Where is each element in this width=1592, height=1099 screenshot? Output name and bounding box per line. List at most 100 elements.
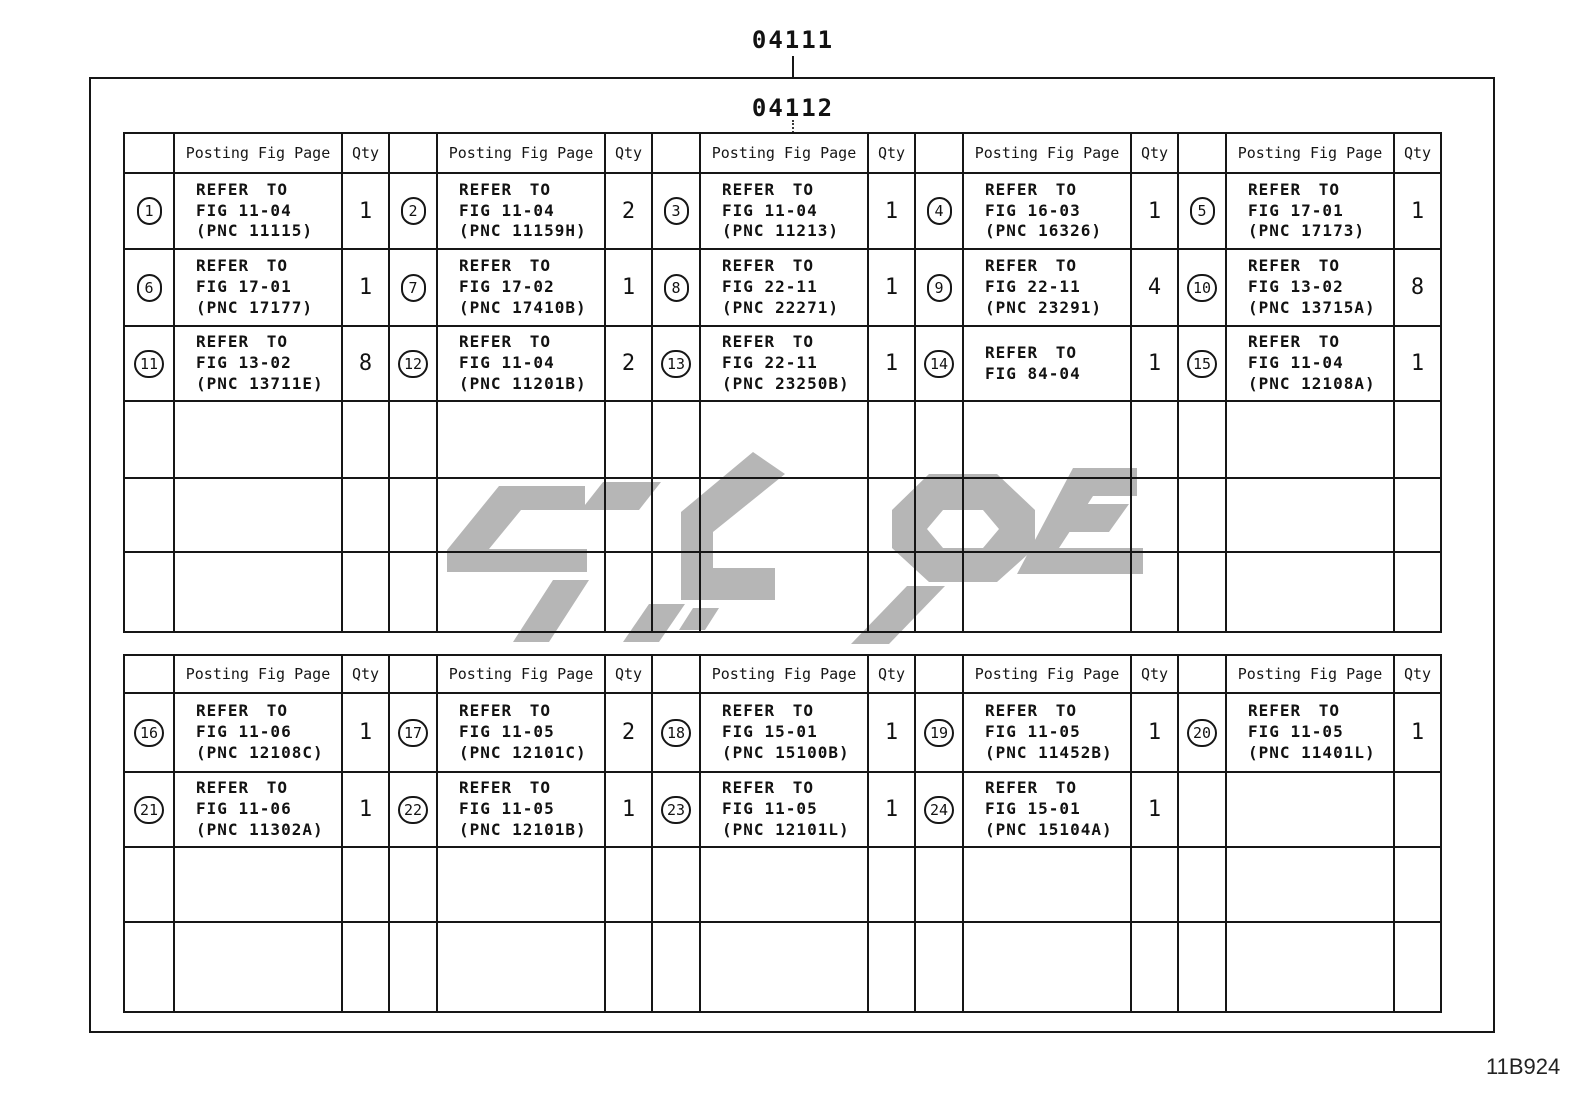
- empty-cell: [914, 400, 962, 477]
- header-corner-cell: [1177, 656, 1225, 692]
- header-posting-label: Posting Fig Page: [974, 665, 1120, 683]
- empty-cell: [1177, 477, 1225, 551]
- posting-ref-cell: REFER TO FIG 17-01 (PNC 17173): [1225, 172, 1393, 248]
- header-corner-cell: [388, 656, 436, 692]
- empty-cell: [1225, 400, 1393, 477]
- item-number-badge: 15: [1186, 349, 1218, 378]
- empty-cell: [962, 921, 1130, 1011]
- empty-cell: [1393, 921, 1440, 1011]
- header-qty: Qty: [1130, 134, 1177, 172]
- fig-ref-text: FIG 11-05: [459, 799, 555, 819]
- empty-cell: [604, 477, 651, 551]
- qty-cell: 2: [604, 692, 651, 771]
- header-corner-cell: [651, 134, 699, 172]
- header-posting-label: Posting Fig Page: [185, 144, 331, 162]
- header-qty-label: Qty: [1403, 665, 1432, 683]
- header-posting-fig-page: Posting Fig Page: [1225, 656, 1393, 692]
- pnc-text: (PNC 13715A): [1248, 297, 1376, 317]
- item-number-cell: 18: [651, 692, 699, 771]
- qty-value: 1: [884, 797, 899, 822]
- refer-to-text: REFER TO: [196, 332, 289, 352]
- refer-to-text: REFER TO: [1248, 701, 1341, 721]
- empty-cell: [867, 400, 914, 477]
- item-number-cell: 24: [914, 771, 962, 846]
- empty-cell: [914, 846, 962, 921]
- header-corner-cell: [651, 656, 699, 692]
- posting-ref-cell: REFER TO FIG 22-11 (PNC 22271): [699, 248, 867, 325]
- refer-to-text: REFER TO: [196, 701, 289, 721]
- refer-to-text: REFER TO: [1248, 256, 1341, 276]
- empty-cell: [1177, 846, 1225, 921]
- header-posting-label: Posting Fig Page: [1237, 144, 1383, 162]
- empty-cell: [388, 846, 436, 921]
- empty-cell: [173, 846, 341, 921]
- header-qty-label: Qty: [351, 665, 380, 683]
- posting-ref-cell: REFER TO FIG 13-02 (PNC 13711E): [173, 325, 341, 400]
- posting-ref-cell: REFER TO FIG 11-05 (PNC 12101C): [436, 692, 604, 771]
- refer-to-text: REFER TO: [459, 701, 552, 721]
- qty-cell: 1: [1393, 692, 1440, 771]
- empty-cell: [1225, 846, 1393, 921]
- pnc-text: (PNC 11159H): [459, 221, 587, 241]
- posting-ref-cell: REFER TO FIG 15-01 (PNC 15104A): [962, 771, 1130, 846]
- pnc-text: (PNC 13711E): [196, 373, 324, 393]
- refer-to-text: REFER TO: [722, 179, 815, 199]
- refer-to-text: REFER TO: [722, 778, 815, 798]
- header-corner-cell: [125, 134, 173, 172]
- header-posting-label: Posting Fig Page: [185, 665, 331, 683]
- posting-table-lower: Posting Fig Page Qty Posting Fig Page Qty Po…: [123, 654, 1442, 1013]
- header-posting-label: Posting Fig Page: [974, 144, 1120, 162]
- refer-to-text: REFER TO: [459, 256, 552, 276]
- qty-value: 1: [884, 720, 899, 745]
- qty-value: 1: [358, 797, 373, 822]
- pnc-text: (PNC 23250B): [722, 373, 850, 393]
- empty-cell: [962, 846, 1130, 921]
- posting-ref-cell: REFER TO FIG 11-05 (PNC 12101L): [699, 771, 867, 846]
- item-number-cell: 6: [125, 248, 173, 325]
- empty-cell: [125, 477, 173, 551]
- header-qty-label: Qty: [877, 665, 906, 683]
- refer-to-text: REFER TO: [1248, 179, 1341, 199]
- empty-cell: [1177, 551, 1225, 631]
- item-number-badge: 16: [133, 718, 165, 747]
- empty-cell: [914, 921, 962, 1011]
- qty-cell: 1: [1393, 325, 1440, 400]
- empty-cell: [1393, 846, 1440, 921]
- item-number-badge: 3: [663, 197, 689, 225]
- qty-value: 1: [358, 720, 373, 745]
- qty-cell: 1: [1393, 172, 1440, 248]
- empty-cell: [962, 400, 1130, 477]
- header-corner-cell: [1177, 134, 1225, 172]
- qty-cell: 1: [867, 325, 914, 400]
- header-qty: Qty: [1130, 656, 1177, 692]
- empty-cell: [962, 477, 1130, 551]
- refer-to-text: REFER TO: [985, 179, 1078, 199]
- empty-cell: [341, 846, 388, 921]
- empty-cell: [651, 477, 699, 551]
- header-qty: Qty: [341, 656, 388, 692]
- empty-cell: [436, 400, 604, 477]
- header-qty-label: Qty: [1140, 144, 1169, 162]
- header-posting-fig-page: Posting Fig Page: [962, 134, 1130, 172]
- item-number-cell: 8: [651, 248, 699, 325]
- header-qty-label: Qty: [1140, 665, 1169, 683]
- header-posting-fig-page: Posting Fig Page: [1225, 134, 1393, 172]
- item-number-cell: 17: [388, 692, 436, 771]
- empty-cell: [867, 921, 914, 1011]
- qty-cell: 1: [1130, 325, 1177, 400]
- qty-value: 1: [1410, 720, 1425, 745]
- empty-cell: [651, 551, 699, 631]
- empty-cell: [125, 846, 173, 921]
- item-number-badge: 5: [1189, 197, 1215, 225]
- empty-cell: [388, 400, 436, 477]
- qty-cell: 1: [1130, 692, 1177, 771]
- qty-cell: 1: [341, 248, 388, 325]
- pnc-text: (PNC 11213): [722, 221, 839, 241]
- empty-cell: [699, 477, 867, 551]
- qty-value: 1: [621, 797, 636, 822]
- qty-cell: 1: [867, 771, 914, 846]
- empty-cell: [388, 477, 436, 551]
- item-number-cell: 4: [914, 172, 962, 248]
- header-qty: Qty: [604, 656, 651, 692]
